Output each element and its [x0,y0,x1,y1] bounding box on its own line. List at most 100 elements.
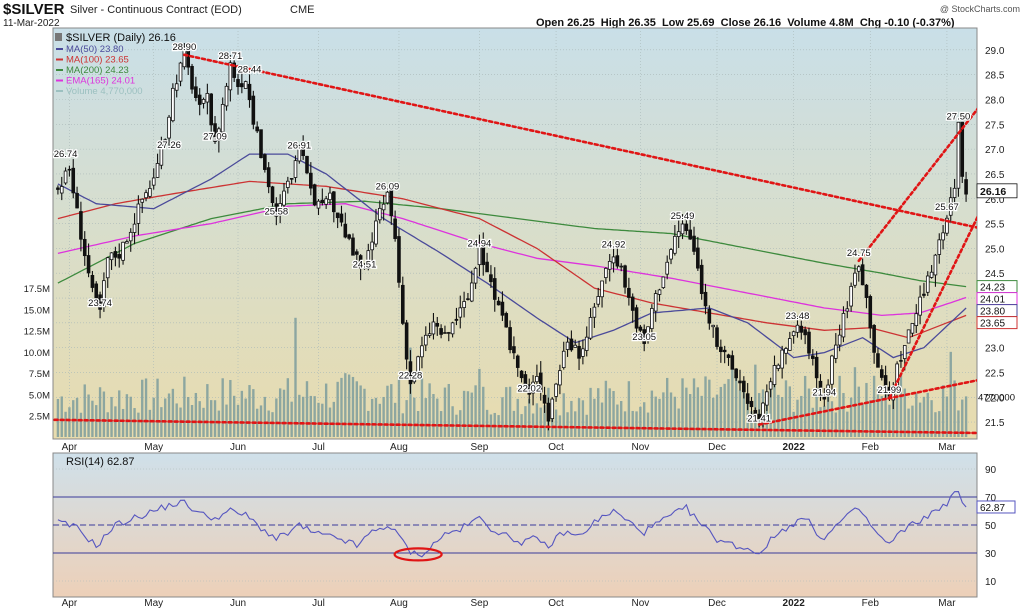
volume-bar [643,402,646,437]
price-candle-body [224,85,229,107]
volume-bar [324,383,328,437]
price-candle-body [864,284,869,298]
price-legend-title: $SILVER (Daily) 26.16 [66,32,176,44]
price-candle-body [377,207,382,221]
price-candle-body [922,293,926,296]
volume-bar [397,376,401,437]
price-point-label: 24.92 [602,239,626,250]
price-annotations: 26.74 23.74 28.90 27.26 28.71 27.09 28.44 26.91… [52,41,971,426]
volume-bar [447,383,450,437]
price-candle-body [247,83,252,101]
price-candle-body [627,287,631,298]
price-candle-body [964,179,968,195]
price-candle-body [565,341,570,350]
volume-bar [585,414,588,437]
rsi-tick-label: 50 [985,521,997,532]
price-point-label: 22.02 [517,383,541,394]
price-candles [56,43,968,431]
price-candle-body [696,247,700,269]
last-price-tag-label: 26.16 [980,186,1006,198]
price-candle-body [719,346,723,353]
price-candle-body [795,324,800,333]
volume-bar [888,404,891,437]
volume-bar [255,408,259,437]
price-candle-body [772,365,777,385]
price-candle-body [684,223,689,232]
volume-bar [301,396,305,437]
volume-bar [589,387,592,437]
price-candle-body [680,223,685,235]
price-candle-body [742,380,746,393]
price-candle-body [883,375,888,391]
price-candle-body [661,276,666,289]
price-candle-body [941,232,945,241]
price-tick-label: 21.5 [985,418,1005,429]
price-candle-body [542,394,547,404]
volume-tick-label: 7.5M [29,369,50,380]
price-tick-label: 26.5 [985,170,1005,181]
volume-bar [554,409,558,437]
volume-bars [56,317,968,437]
volume-bar [332,401,336,437]
volume-bar [934,412,937,437]
volume-bar [217,410,221,437]
price-candle-body [389,188,394,217]
price-candle-body [335,212,340,219]
price-candle-body [201,98,206,104]
price-tick-label: 27.5 [985,120,1005,131]
volume-bar [593,398,596,437]
rsi-x-tick-label: Oct [548,598,564,609]
volume-bar [600,402,604,437]
volume-bar [267,410,270,437]
price-candle-body [197,94,202,105]
volume-bar [780,397,784,437]
chart-exchange: CME [290,4,314,16]
legend-entry: EMA(165) 24.01 [66,76,135,87]
ma-value-tag-label: 24.23 [980,283,1005,294]
price-candle-body [807,331,811,354]
volume-bar [681,378,684,437]
volume-bar [673,396,677,437]
x-tick-label: Apr [62,442,78,453]
price-candle-body [937,239,942,255]
price-candle-body [205,93,210,103]
volume-bar [259,405,263,437]
price-candle-body [523,374,528,386]
price-tick-label: 22.0 [985,393,1005,404]
volume-bar [501,397,504,437]
price-candle-body [416,356,420,375]
volume-bar [861,403,864,437]
volume-bar [485,409,489,437]
price-candle-body [826,384,830,396]
price-candle-body [604,267,608,279]
price-candle-body [780,349,784,369]
volume-bar [370,398,374,437]
price-candle-body [669,249,673,260]
price-candle-body [59,186,64,194]
rsi-x-tick-label: Jul [312,598,325,609]
volume-bar [213,400,217,437]
price-candle-body [209,93,213,126]
volume-bar [236,404,240,437]
price-candle-body [853,272,857,286]
volume-bar [110,396,113,437]
volume-bar [129,396,132,437]
volume-bar [106,412,109,437]
price-candle-body [703,291,708,307]
price-candle-body [489,274,493,283]
price-candle-body [715,327,719,347]
price-candle-body [581,348,585,357]
volume-bar [309,395,313,437]
price-candle-body [408,361,413,385]
price-candle-body [910,323,915,334]
price-candle-body [776,364,781,369]
volume-bar [769,385,772,437]
price-candle-body [236,79,240,88]
volume-bar [677,408,680,437]
price-point-label: 23.74 [88,298,112,309]
volume-bar [271,412,274,437]
price-candle-body [213,123,217,142]
volume-bar [784,380,788,437]
price-candle-body [75,192,79,209]
price-candle-body [707,308,712,324]
